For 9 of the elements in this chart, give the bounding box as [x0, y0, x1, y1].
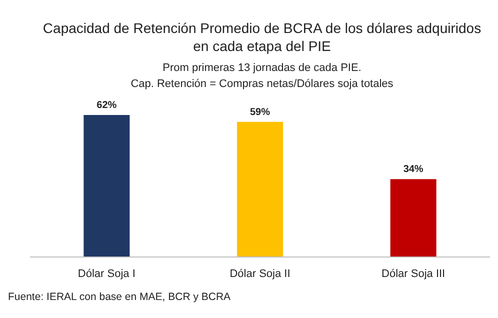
- source-note: Fuente: IERAL con base en MAE, BCR y BCRA: [8, 291, 231, 303]
- data-label: 34%: [403, 164, 424, 176]
- chart-subtitle: Prom primeras 13 jornadas de cada PIE. Cap. Retención = Compras netas/Dólares soja totales: [130, 62, 394, 90]
- x-tick-label: Dólar Soja I: [78, 268, 136, 280]
- data-label: 59%: [250, 106, 270, 118]
- x-tick-label: Dólar Soja III: [382, 268, 446, 280]
- chart-title: Capacidad de Retención Promedio de BCRA de los dólares adquiridos en cada etapa del PIE: [42, 20, 482, 54]
- data-label: 62%: [96, 100, 117, 111]
- x-tick-label: Dólar Soja II: [230, 268, 290, 280]
